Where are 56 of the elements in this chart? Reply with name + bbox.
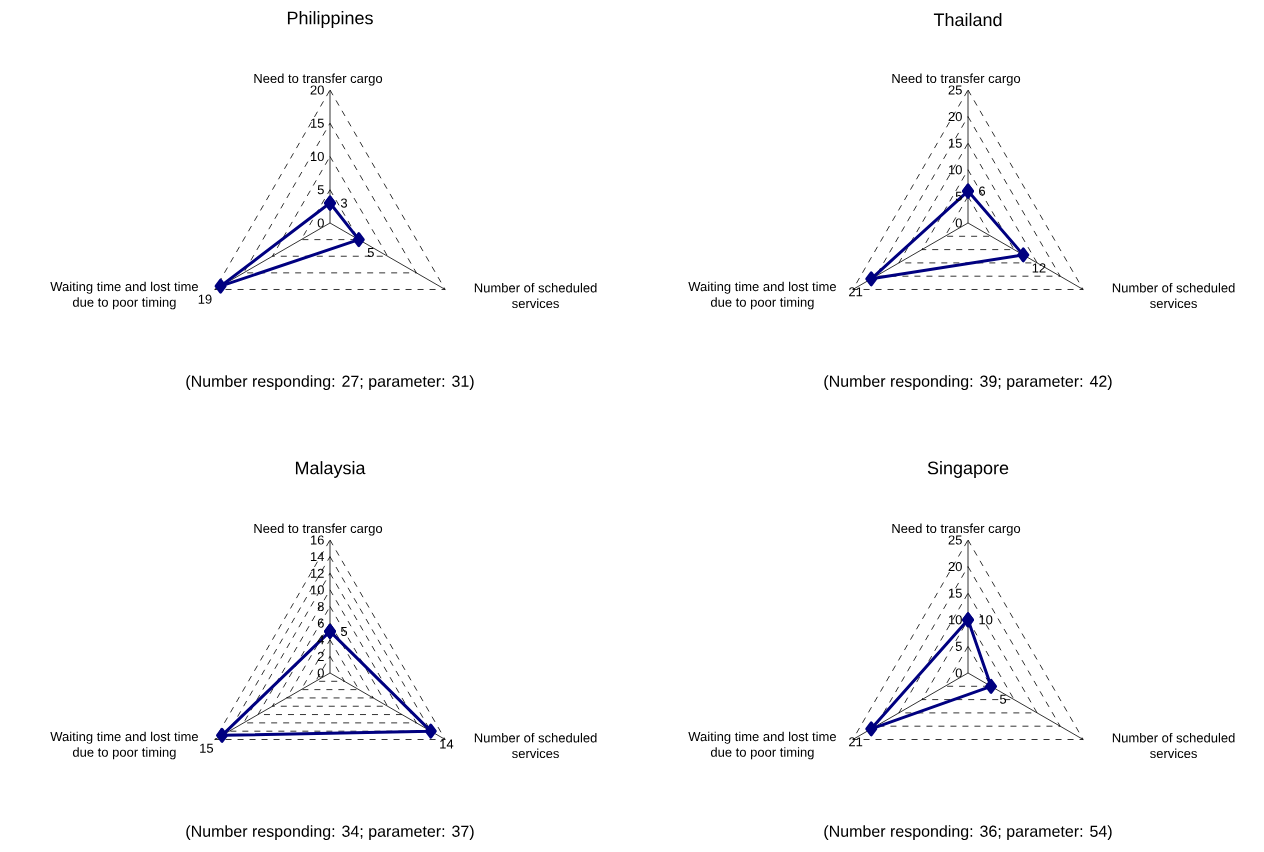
data-label: 6 <box>979 186 986 196</box>
data-label: 12 <box>1032 263 1046 273</box>
y-tick-label: 20 <box>948 562 962 572</box>
y-tick-label: 0 <box>955 668 962 678</box>
y-tick-label: 10 <box>310 151 324 162</box>
y-tick-label: 12 <box>310 568 324 578</box>
spoke-label: Number of scheduled services <box>474 282 597 309</box>
text: (Number responding: 36; parameter: 54) <box>824 825 1112 841</box>
spoke-label: Waiting time and lost time due to poor timing <box>50 281 198 310</box>
y-tick-label: 0 <box>317 218 324 228</box>
data-label: 5 <box>367 248 374 258</box>
y-tick-label: 5 <box>955 641 962 651</box>
chart-title: Singapore <box>927 461 1009 478</box>
text: (Number responding: 34; parameter: 37) <box>186 825 474 841</box>
data-label: 10 <box>979 615 993 625</box>
y-tick-label: 6 <box>317 618 324 628</box>
spoke-label: Number of scheduled services <box>474 732 597 759</box>
data-label: 14 <box>440 739 454 749</box>
y-tick-label: 15 <box>948 588 962 598</box>
y-tick-label: 10 <box>948 615 962 625</box>
y-tick-label: 5 <box>317 185 324 195</box>
data-label: 15 <box>200 743 214 753</box>
spoke-label: Need to transfer cargo <box>254 523 383 536</box>
spoke-label: Need to transfer cargo <box>892 523 1021 536</box>
chart-title: Malaysia <box>295 461 366 478</box>
y-tick-label: 15 <box>310 118 324 128</box>
y-tick-label: 16 <box>310 535 324 545</box>
y-tick-label: 25 <box>948 535 962 545</box>
y-tick-label: 2 <box>317 651 324 661</box>
spoke-label: Waiting time and lost time due to poor timing <box>50 731 198 760</box>
y-tick-label: 15 <box>948 138 962 148</box>
spoke-label: Number of scheduled services <box>1112 282 1235 309</box>
data-label: 5 <box>340 626 348 636</box>
y-tick-label: 20 <box>310 85 324 95</box>
spoke-label: Waiting time and lost time due to poor timing <box>688 731 837 760</box>
y-tick-label: 8 <box>317 601 324 612</box>
y-tick-label: 25 <box>948 85 962 95</box>
text: (Number responding: 27; parameter: 31) <box>186 375 474 391</box>
y-tick-label: 0 <box>317 668 324 678</box>
text: (Number responding: 39; parameter: 42) <box>824 375 1112 391</box>
y-tick-label: 0 <box>955 218 962 228</box>
chart-title: Thailand <box>933 12 1002 27</box>
data-label: 19 <box>198 294 212 304</box>
chart-title: Philippines <box>287 11 373 28</box>
data-label: 21 <box>849 287 863 297</box>
y-tick-label: 14 <box>310 552 325 562</box>
spoke-label: Need to transfer cargo <box>254 73 383 86</box>
y-tick-label: 10 <box>948 165 962 175</box>
spoke-label: Number of scheduled services <box>1112 732 1235 759</box>
spoke-label: Need to transfer cargo <box>892 73 1021 86</box>
data-label: 21 <box>849 737 863 747</box>
spoke-label: Waiting time and lost time due to poor timing <box>688 281 837 310</box>
y-tick-label: 10 <box>310 585 324 595</box>
y-tick-label: 20 <box>948 112 962 122</box>
data-label: 3 <box>340 198 348 208</box>
data-label: 5 <box>999 694 1007 704</box>
